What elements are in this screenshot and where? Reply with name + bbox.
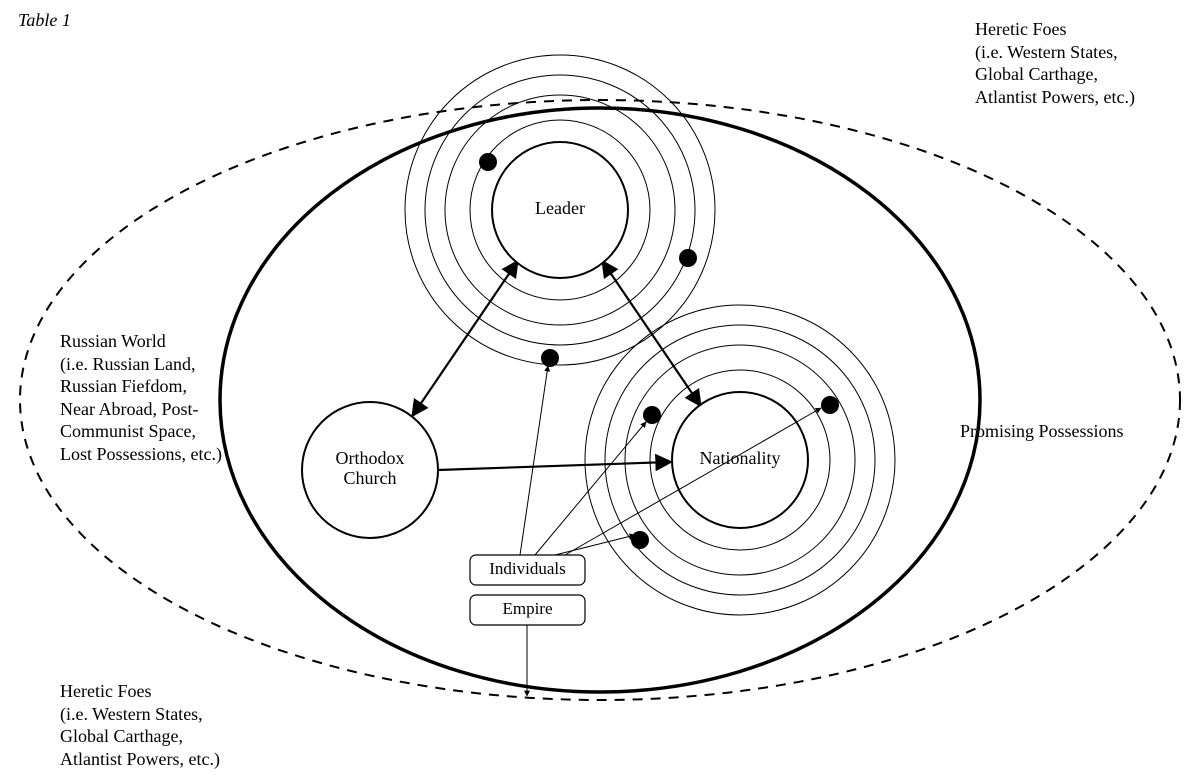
node-church-label: Church <box>344 468 397 488</box>
satellite-dot-5 <box>631 531 649 549</box>
label-heretic-top: Heretic Foes (i.e. Western States, Globa… <box>975 18 1135 108</box>
edge-leader-nationality <box>603 262 700 405</box>
table-title: Table 1 <box>18 10 71 31</box>
satellite-dot-1 <box>679 249 697 267</box>
satellite-dot-2 <box>541 349 559 367</box>
label-promising-possessions: Promising Possessions <box>960 420 1124 443</box>
node-nationality-label: Nationality <box>700 448 781 468</box>
label-russian-world: Russian World (i.e. Russian Land, Russia… <box>60 330 222 465</box>
satellite-dot-3 <box>643 406 661 424</box>
edge-church-nationality <box>438 462 670 470</box>
node-leader-label: Leader <box>535 198 585 218</box>
edge-leader-church <box>413 262 517 415</box>
thin-arrow-1 <box>535 422 646 555</box>
thin-arrow-0 <box>520 366 548 555</box>
box-empire-label: Empire <box>502 599 552 618</box>
box-individuals-label: Individuals <box>489 559 566 578</box>
label-heretic-bottom: Heretic Foes (i.e. Western States, Globa… <box>60 680 220 770</box>
node-church-label: Orthodox <box>336 448 405 468</box>
satellite-dot-4 <box>821 396 839 414</box>
satellite-dot-0 <box>479 153 497 171</box>
